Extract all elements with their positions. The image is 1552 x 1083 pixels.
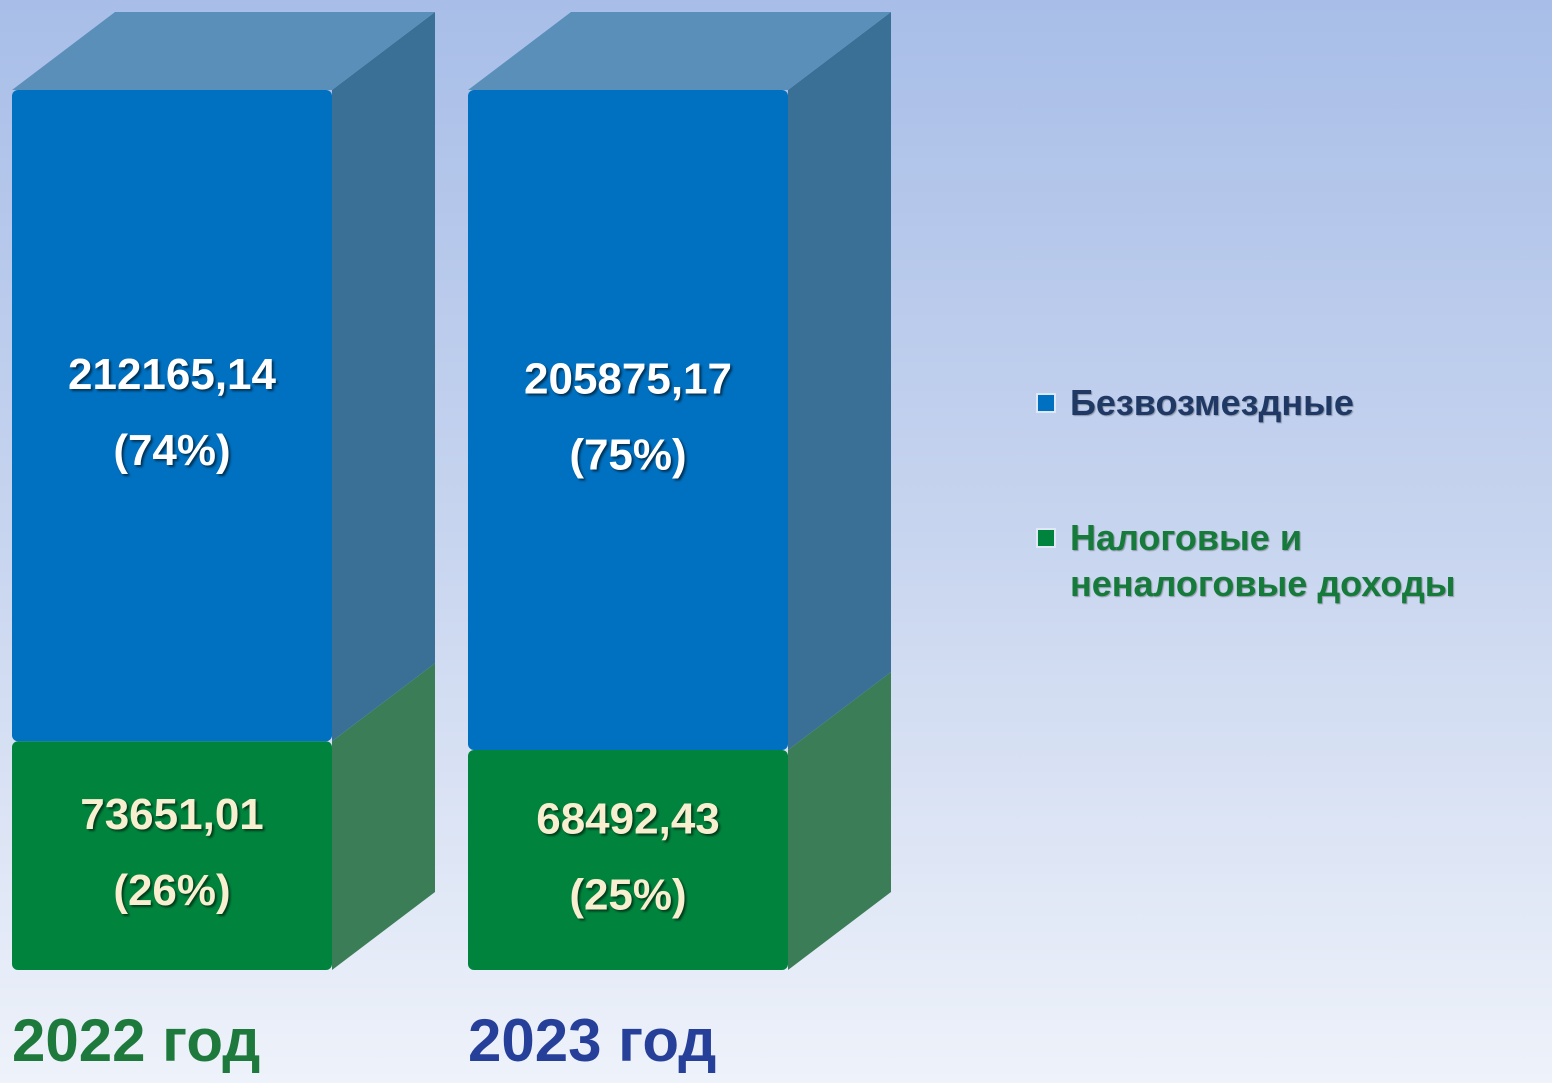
value-label: 212165,14 [68, 350, 277, 399]
bar-top [468, 12, 891, 90]
legend-swatch [1036, 393, 1056, 413]
percent-label: (25%) [569, 871, 686, 920]
bar-side [788, 12, 891, 750]
legend-label: Безвозмездные [1070, 382, 1354, 423]
x-tick-label: 2022 год [12, 1007, 260, 1074]
legend-label: Налоговые и неналоговые доходы [1070, 517, 1456, 604]
legend-swatch [1036, 528, 1056, 548]
bar [12, 90, 332, 742]
bar-top [12, 12, 435, 90]
percent-label: (74%) [113, 426, 230, 475]
bar [468, 750, 788, 970]
percent-label: (75%) [569, 431, 686, 480]
bar-side [332, 663, 435, 970]
bar [468, 90, 788, 750]
legend-item: Налоговые и неналоговые доходы [1036, 515, 1476, 607]
bar-side [788, 672, 891, 970]
bar-side [332, 12, 435, 742]
value-label: 205875,17 [524, 355, 732, 404]
value-label: 73651,01 [80, 790, 264, 839]
legend-item: Безвозмездные [1036, 380, 1476, 426]
x-tick-label: 2023 год [468, 1007, 716, 1074]
bar [12, 741, 332, 970]
value-label: 68492,43 [536, 795, 720, 844]
percent-label: (26%) [113, 866, 230, 915]
